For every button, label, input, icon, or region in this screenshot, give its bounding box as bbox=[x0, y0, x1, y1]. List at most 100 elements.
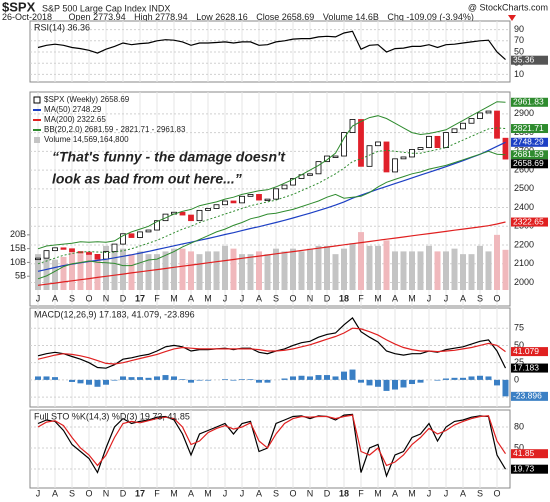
y-tick-label: 50 bbox=[514, 442, 524, 452]
x-tick-label: J bbox=[444, 488, 449, 498]
value-tag-bg bbox=[511, 159, 548, 169]
value-tag-bg bbox=[511, 363, 548, 373]
bar bbox=[417, 251, 424, 290]
candle bbox=[443, 132, 449, 148]
index-name: S&P 500 Large Cap Index INDX bbox=[42, 3, 170, 13]
bar bbox=[179, 248, 186, 290]
bar bbox=[324, 375, 330, 380]
y-tick-label: 25 bbox=[514, 357, 524, 367]
x-tick-label: F bbox=[358, 488, 364, 498]
y2-tick-label: 5B bbox=[15, 271, 26, 281]
open: Open 2773.94 bbox=[69, 12, 126, 22]
y-tick-label: 2100 bbox=[514, 258, 534, 268]
bar bbox=[298, 375, 305, 380]
x-tick-label: M bbox=[204, 293, 212, 303]
candle bbox=[468, 118, 475, 124]
y-tick-label: 80 bbox=[514, 421, 524, 431]
bar bbox=[273, 248, 279, 290]
bar bbox=[137, 251, 143, 290]
bar bbox=[502, 379, 509, 397]
value-tag: 41.079 bbox=[513, 346, 539, 356]
value-tag: 2961.83 bbox=[513, 97, 544, 107]
bar bbox=[460, 377, 466, 380]
candle bbox=[400, 156, 407, 160]
bar bbox=[171, 248, 177, 290]
x-tick-label: S bbox=[69, 488, 75, 498]
bar bbox=[315, 245, 322, 290]
bar bbox=[111, 248, 118, 290]
x-tick-label: A bbox=[460, 488, 466, 498]
x-tick-label: 17 bbox=[135, 293, 145, 303]
value-tag: 41.85 bbox=[513, 448, 535, 458]
bar bbox=[485, 251, 492, 290]
y-tick-label: 90 bbox=[514, 24, 524, 34]
x-tick-label: A bbox=[188, 293, 194, 303]
bar bbox=[502, 249, 509, 290]
value-tag: 2322.65 bbox=[513, 216, 544, 226]
candle bbox=[128, 233, 135, 238]
candle bbox=[222, 200, 228, 206]
bar bbox=[409, 379, 415, 385]
legend-label: Volume 14,569,164,800 bbox=[44, 135, 129, 144]
bar bbox=[230, 248, 237, 290]
x-tick-label: N bbox=[103, 293, 110, 303]
y-tick-label: 2000 bbox=[514, 277, 534, 287]
bar bbox=[468, 254, 475, 290]
bar bbox=[281, 378, 288, 380]
x-tick-label: O bbox=[493, 488, 500, 498]
bar bbox=[290, 376, 296, 380]
bar bbox=[256, 251, 262, 290]
x-tick-label: M bbox=[204, 488, 212, 498]
x-tick-label: O bbox=[493, 293, 500, 303]
bar bbox=[205, 379, 211, 381]
x-tick-label: 17 bbox=[135, 488, 145, 498]
low: Low 2628.16 bbox=[196, 12, 248, 22]
bar bbox=[332, 254, 339, 290]
y-tick-label: 2900 bbox=[514, 108, 534, 118]
x-tick-label: A bbox=[460, 293, 466, 303]
bar bbox=[366, 245, 373, 290]
bar bbox=[349, 243, 356, 290]
bar bbox=[332, 376, 339, 380]
x-tick-label: S bbox=[69, 293, 75, 303]
x-tick-label: N bbox=[103, 488, 110, 498]
bar bbox=[400, 251, 407, 290]
y-tick-label: 50 bbox=[514, 340, 524, 350]
x-tick-label: O bbox=[289, 488, 296, 498]
y-tick-label: 2200 bbox=[514, 239, 534, 249]
candle bbox=[281, 184, 288, 190]
value-tag-bg bbox=[511, 55, 548, 65]
down-arrow bbox=[508, 15, 516, 21]
candle bbox=[52, 247, 58, 252]
legend-swatch bbox=[33, 96, 41, 104]
bar bbox=[43, 256, 50, 290]
bar bbox=[103, 379, 109, 385]
x-tick-label: J bbox=[223, 293, 228, 303]
bar bbox=[392, 251, 398, 290]
x-tick-label: D bbox=[324, 488, 331, 498]
candle bbox=[485, 110, 492, 114]
bar bbox=[460, 254, 466, 290]
value-tag: 19.73 bbox=[513, 463, 535, 473]
value-tag: 35.36 bbox=[513, 54, 535, 64]
x-tick-label: J bbox=[444, 293, 449, 303]
bar bbox=[392, 379, 398, 390]
close: Close 2658.69 bbox=[256, 12, 314, 22]
candle bbox=[341, 132, 347, 157]
x-tick-label: J bbox=[240, 293, 245, 303]
x-tick-label: M bbox=[170, 488, 178, 498]
candle bbox=[375, 141, 381, 147]
source: @ StockCharts.com bbox=[468, 2, 548, 12]
panel-frame bbox=[29, 307, 511, 408]
x-tick-label: M bbox=[170, 293, 178, 303]
legend-swatch bbox=[34, 137, 40, 143]
bar bbox=[60, 256, 67, 290]
value-tag: 2681.59 bbox=[513, 149, 544, 159]
bar bbox=[35, 376, 41, 380]
candle bbox=[196, 209, 203, 222]
candle bbox=[179, 211, 186, 216]
candle bbox=[94, 253, 101, 260]
bar bbox=[77, 379, 84, 384]
bar bbox=[383, 240, 390, 290]
